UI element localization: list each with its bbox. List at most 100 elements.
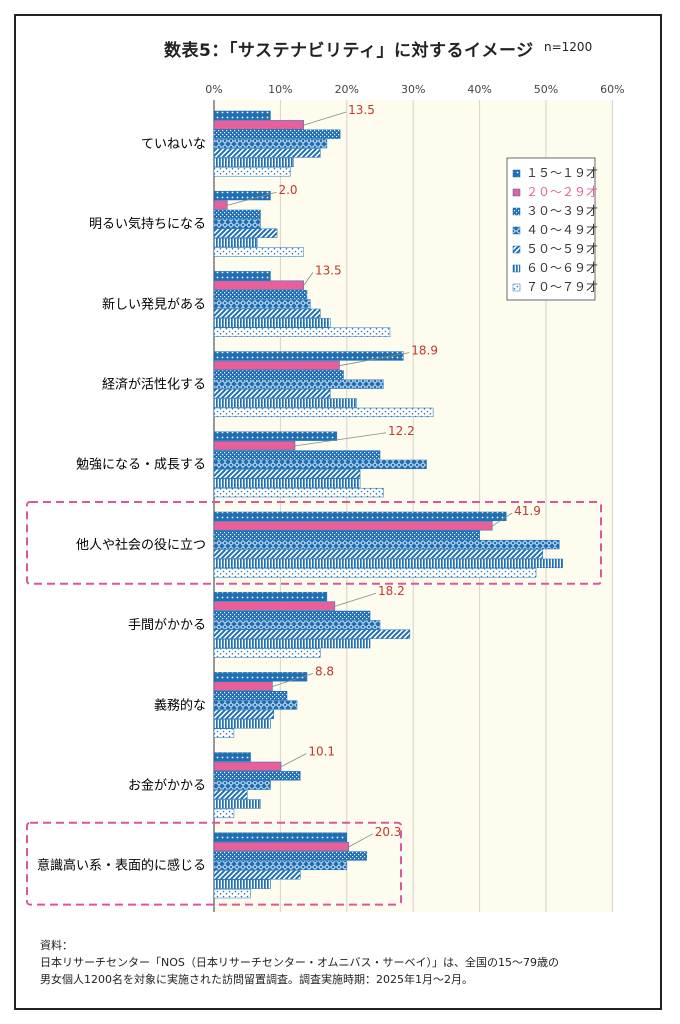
bar-3 (213, 459, 427, 470)
leader-line (339, 352, 410, 367)
bar-6 (213, 327, 391, 337)
bar-5 (213, 478, 361, 488)
highlight-box (26, 501, 602, 585)
bar-2 (213, 690, 288, 701)
legend-swatch (512, 283, 521, 292)
bar-6 (213, 407, 434, 418)
category-label: 勉強になる・成長する (76, 458, 206, 473)
bar-1 (213, 521, 493, 531)
bar-5 (213, 558, 563, 569)
x-tick-label: 30% (401, 83, 425, 96)
category-label: 手間がかかる (128, 618, 206, 633)
bar-1 (213, 200, 228, 210)
bar-4 (213, 789, 248, 800)
leader-line (491, 512, 513, 527)
category-label: 明るい気持ちになる (89, 216, 206, 232)
bar-3 (213, 860, 348, 871)
legend-label: ３０～３９才 (526, 204, 598, 218)
sample-size: n=1200 (544, 40, 593, 54)
bar-1 (213, 360, 340, 371)
legend-swatch (512, 264, 521, 273)
bar-4 (213, 388, 331, 399)
bar-0 (213, 271, 271, 281)
bar-2 (213, 851, 367, 861)
bar-1 (213, 601, 336, 611)
leader-line (294, 432, 387, 447)
bar-0 (213, 110, 271, 121)
bar-4 (213, 870, 301, 880)
bar-4 (213, 148, 321, 158)
bar-6 (213, 728, 235, 738)
bar-4 (213, 308, 321, 319)
leader-line (280, 753, 307, 768)
data-label: 41.9 (514, 504, 541, 518)
bar-3 (213, 700, 298, 710)
bar-5 (213, 879, 271, 889)
bar-1 (213, 841, 350, 852)
bar-3 (213, 379, 384, 389)
bar-0 (213, 591, 328, 602)
category-label: ていねいな (141, 137, 206, 152)
bar-6 (213, 888, 251, 899)
data-label: 2.0 (278, 183, 297, 197)
legend-label: ４０～４９才 (526, 223, 598, 237)
chart-title: 数表5：「サステナビリティ」に対するイメージ (164, 41, 534, 61)
bar-5 (213, 638, 371, 649)
legend-label: １５～１９才 (526, 166, 598, 180)
x-tick-label: 40% (467, 83, 491, 96)
bar-0 (213, 351, 404, 361)
bar-3 (213, 620, 381, 630)
data-label: 8.8 (315, 664, 334, 678)
legend-swatch (512, 207, 521, 216)
bar-2 (213, 530, 480, 540)
bar-6 (213, 487, 384, 498)
legend-label: ２０～２９才 (526, 185, 598, 199)
bar-2 (213, 209, 261, 220)
x-tick-label: 60% (600, 83, 624, 96)
leader-line (272, 673, 314, 687)
bar-0 (213, 752, 251, 762)
bar-0 (213, 431, 338, 441)
bar-5 (213, 318, 331, 328)
category-label: 意識高い系・表面的に感じる (37, 858, 206, 874)
bar-4 (213, 469, 361, 479)
bar-0 (213, 511, 507, 522)
bar-2 (213, 610, 371, 621)
bar-2 (213, 289, 308, 300)
bar-6 (213, 648, 321, 658)
bar-1 (213, 440, 296, 451)
data-label: 13.5 (348, 103, 375, 117)
bar-6 (213, 808, 235, 819)
legend-swatch (512, 169, 521, 178)
bar-5 (213, 799, 261, 809)
bar-0 (213, 832, 348, 842)
leader-line (303, 111, 347, 126)
legend-label: ５０～５９才 (526, 242, 598, 256)
category-label: 義務的な (154, 697, 206, 713)
legend-label: ７０～７９才 (526, 280, 598, 294)
x-tick-label: 0% (205, 83, 222, 96)
bar-3 (213, 219, 261, 229)
leader-line (348, 833, 373, 848)
bar-1 (213, 681, 273, 691)
bar-1 (213, 280, 304, 290)
bar-1 (213, 120, 304, 130)
bar-2 (213, 771, 301, 781)
data-label: 10.1 (308, 745, 335, 759)
legend-swatch (512, 245, 521, 254)
data-label: 13.5 (315, 263, 342, 277)
data-label: 12.2 (388, 424, 415, 438)
bar-6 (213, 568, 537, 578)
bar-5 (213, 398, 358, 408)
bar-3 (213, 539, 560, 550)
bar-6 (213, 167, 291, 177)
leader-line (303, 272, 314, 286)
bar-5 (213, 719, 271, 729)
leader-line (227, 191, 277, 206)
data-label: 18.2 (378, 584, 405, 598)
data-label: 20.3 (375, 825, 402, 839)
bar-4 (213, 709, 275, 720)
leader-line (334, 592, 377, 607)
bar-1 (213, 761, 282, 772)
